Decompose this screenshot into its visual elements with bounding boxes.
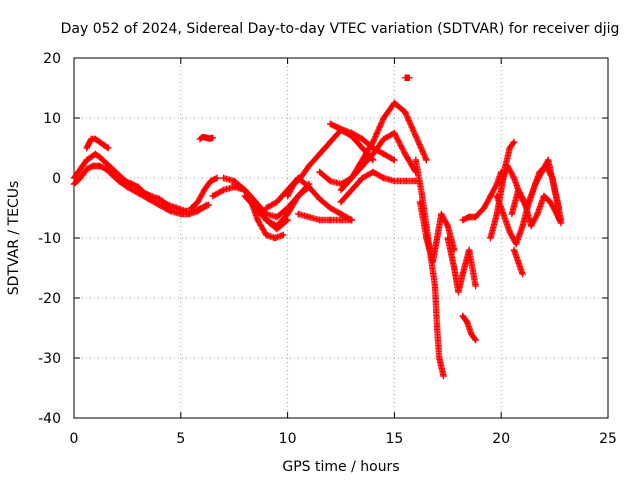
series-trace — [327, 120, 398, 164]
series-track-27 — [510, 246, 526, 278]
series-trace — [70, 162, 210, 218]
series-track-15 — [316, 129, 419, 188]
y-tick-label: -10 — [38, 231, 61, 247]
series-trace — [416, 198, 458, 266]
series-track-16 — [337, 168, 419, 206]
x-tick-label: 10 — [279, 431, 297, 447]
series-trace — [487, 138, 518, 242]
series-trace — [70, 150, 212, 215]
x-tick-label: 20 — [492, 431, 510, 447]
data-points — [70, 74, 565, 380]
series-track-3 — [83, 135, 112, 152]
series-track-21 — [459, 312, 479, 344]
series-track-5 — [188, 174, 221, 212]
series-trace — [401, 74, 413, 81]
series-track-1 — [70, 150, 212, 215]
series-trace — [316, 129, 419, 188]
x-tick-label: 0 — [70, 431, 79, 447]
series-trace — [196, 134, 216, 143]
series-track-18 — [412, 156, 447, 380]
series-track-17 — [401, 74, 413, 81]
series-trace — [459, 168, 505, 224]
series-track-2 — [70, 162, 210, 218]
x-tick-label: 5 — [176, 431, 185, 447]
series-track-23 — [487, 138, 518, 242]
series-track-4 — [196, 134, 216, 143]
series-trace — [412, 156, 447, 380]
series-track-22 — [459, 168, 505, 224]
series-track-26 — [508, 186, 565, 230]
series-track-13 — [327, 120, 398, 164]
series-track-11 — [295, 210, 355, 224]
series-trace — [241, 180, 313, 230]
series-track-20 — [444, 234, 479, 296]
series-track-9 — [241, 180, 313, 230]
series-trace — [444, 234, 479, 296]
series-trace — [188, 174, 221, 212]
y-tick-label: -20 — [38, 291, 61, 307]
series-trace — [508, 186, 565, 230]
y-tick-label: -30 — [38, 351, 61, 367]
series-trace — [83, 135, 112, 152]
series-trace — [337, 168, 419, 206]
series-track-19 — [416, 198, 458, 266]
y-tick-label: -40 — [38, 411, 61, 427]
y-tick-label: 20 — [43, 51, 61, 67]
y-tick-label: 0 — [52, 171, 61, 187]
chart-title: Day 052 of 2024, Sidereal Day-to-day VTE… — [61, 21, 620, 37]
x-tick-label: 25 — [599, 431, 617, 447]
axis-ticks: 0 5 10 15 20 25 20 10 0 -10 -20 -30 -40 — [38, 51, 617, 447]
x-tick-label: 15 — [385, 431, 403, 447]
grid — [74, 58, 608, 418]
series-trace — [295, 210, 355, 224]
y-tick-label: 10 — [43, 111, 61, 127]
series-trace — [459, 312, 479, 344]
x-axis-label: GPS time / hours — [282, 459, 399, 475]
series-trace — [510, 246, 526, 278]
y-axis-label: SDTVAR / TECUs — [6, 181, 22, 296]
